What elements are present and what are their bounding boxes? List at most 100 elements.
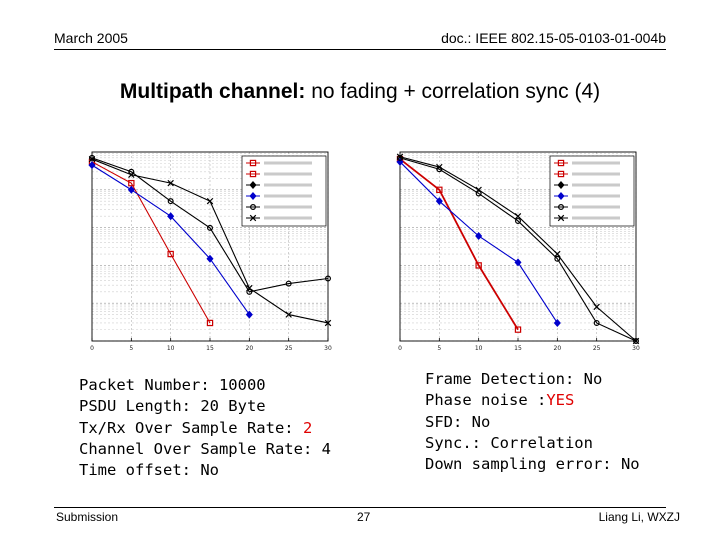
legend-marker (250, 203, 257, 210)
legend (549, 155, 635, 227)
legend-text-blur (264, 172, 312, 176)
simulation-params-left: Packet Number: 10000 PSDU Length: 20 Byt… (79, 375, 331, 481)
data-point (554, 255, 561, 262)
series-line (399, 157, 637, 342)
data-point (514, 212, 522, 220)
slide-title-bold: Multipath channel: (119, 80, 306, 103)
data-point (475, 231, 483, 240)
psdu-length: PSDU Length: 20 Byte (79, 397, 266, 416)
legend-marker (557, 180, 565, 190)
legend-text-blur (264, 194, 312, 198)
data-point (593, 319, 600, 326)
data-point (127, 185, 135, 194)
txrx-oversample-value: 2 (302, 418, 313, 437)
legend-text-blur (572, 216, 620, 220)
data-point (514, 258, 522, 267)
series-line (399, 158, 519, 331)
footer-author: Liang Li, WXZJ (598, 510, 680, 524)
legend-text-blur (264, 205, 312, 209)
data-point (245, 310, 253, 319)
series-4 (396, 153, 640, 345)
legend-box (241, 155, 327, 227)
x-tick-label: 10 (475, 345, 483, 352)
data-point (88, 161, 96, 170)
data-point (325, 275, 332, 282)
data-point (632, 337, 640, 345)
footer-rule (54, 507, 666, 508)
slide-title-rest: no fading + correlation sync (4) (305, 80, 601, 103)
data-point (475, 186, 482, 194)
header-doc-id: doc.: IEEE 802.15-05-0103-01-004b (441, 30, 666, 46)
legend-marker (557, 191, 565, 201)
footer-page-number: 27 (357, 510, 371, 524)
legend-marker (558, 203, 565, 210)
series-4 (88, 155, 332, 327)
data-point (167, 250, 174, 258)
legend-text-blur (572, 161, 620, 165)
footer-submission: Submission (56, 510, 119, 524)
packet-number: Packet Number: 10000 (79, 376, 266, 394)
data-point (167, 179, 174, 187)
series-1 (88, 158, 214, 327)
simulation-params-right: Frame Detection: No Phase noise :YES SFD… (425, 369, 640, 475)
x-tick-label: 30 (324, 345, 332, 352)
series-line (91, 157, 329, 293)
header-rule (54, 49, 666, 50)
legend-text-blur (264, 161, 312, 165)
legend-text-blur (572, 183, 620, 187)
phase-noise: Phase noise :YES (425, 390, 640, 411)
x-tick-label: 25 (285, 345, 293, 352)
slide-title: Multipath channel: no fading + correlati… (0, 80, 720, 104)
x-tick-label: 10 (167, 345, 175, 352)
data-point (435, 197, 443, 206)
data-point (553, 318, 561, 327)
legend-marker (249, 159, 257, 167)
down-sampling-error: Down sampling error: No (425, 455, 640, 474)
data-point (167, 212, 175, 221)
time-offset: Time offset: No (79, 461, 219, 480)
legend-marker (249, 214, 257, 222)
legend-marker (557, 214, 565, 222)
txrx-oversample-label: Tx/Rx Over Sample Rate: (79, 418, 303, 437)
data-point (475, 262, 482, 269)
x-tick-label: 0 (90, 345, 94, 352)
x-tick-label: 15 (206, 345, 214, 352)
legend-text-blur (264, 183, 312, 187)
data-point (246, 288, 253, 295)
x-tick-label: 5 (437, 345, 441, 352)
series-line (91, 161, 211, 324)
txrx-oversample-rate: Tx/Rx Over Sample Rate: 2 (79, 418, 331, 439)
phase-noise-value: YES (546, 391, 575, 410)
legend-text-blur (264, 216, 312, 220)
data-point (515, 217, 522, 224)
legend-text-blur (572, 172, 620, 176)
data-point (324, 319, 332, 327)
data-point (475, 190, 482, 197)
series-2 (396, 157, 561, 327)
data-point (206, 254, 214, 263)
data-point (554, 250, 561, 258)
data-point (633, 338, 640, 345)
x-tick-label: 0 (398, 345, 402, 352)
data-point (436, 186, 443, 194)
legend-marker (249, 191, 257, 201)
data-point (167, 198, 174, 205)
channel-oversample-rate: Channel Over Sample Rate: 4 (79, 439, 331, 458)
legend-marker (557, 170, 565, 178)
data-point (285, 280, 292, 287)
x-tick-label: 30 (632, 345, 640, 352)
data-point (128, 171, 135, 178)
per-chart-left: 0 5 10 15 20 25 30 (88, 151, 332, 352)
sfd: SFD: No (425, 412, 491, 431)
legend-marker (557, 159, 565, 167)
data-point (89, 154, 96, 161)
data-point (206, 319, 214, 327)
frame-detection: Frame Detection: No (425, 370, 603, 388)
per-chart-right: 0 5 10 15 20 25 30 (396, 151, 640, 352)
legend-marker (249, 180, 257, 190)
legend-text-blur (572, 205, 620, 209)
data-point (396, 153, 404, 160)
legend-marker (249, 170, 257, 178)
header-date: March 2005 (54, 30, 128, 46)
legend-text-blur (572, 194, 620, 198)
